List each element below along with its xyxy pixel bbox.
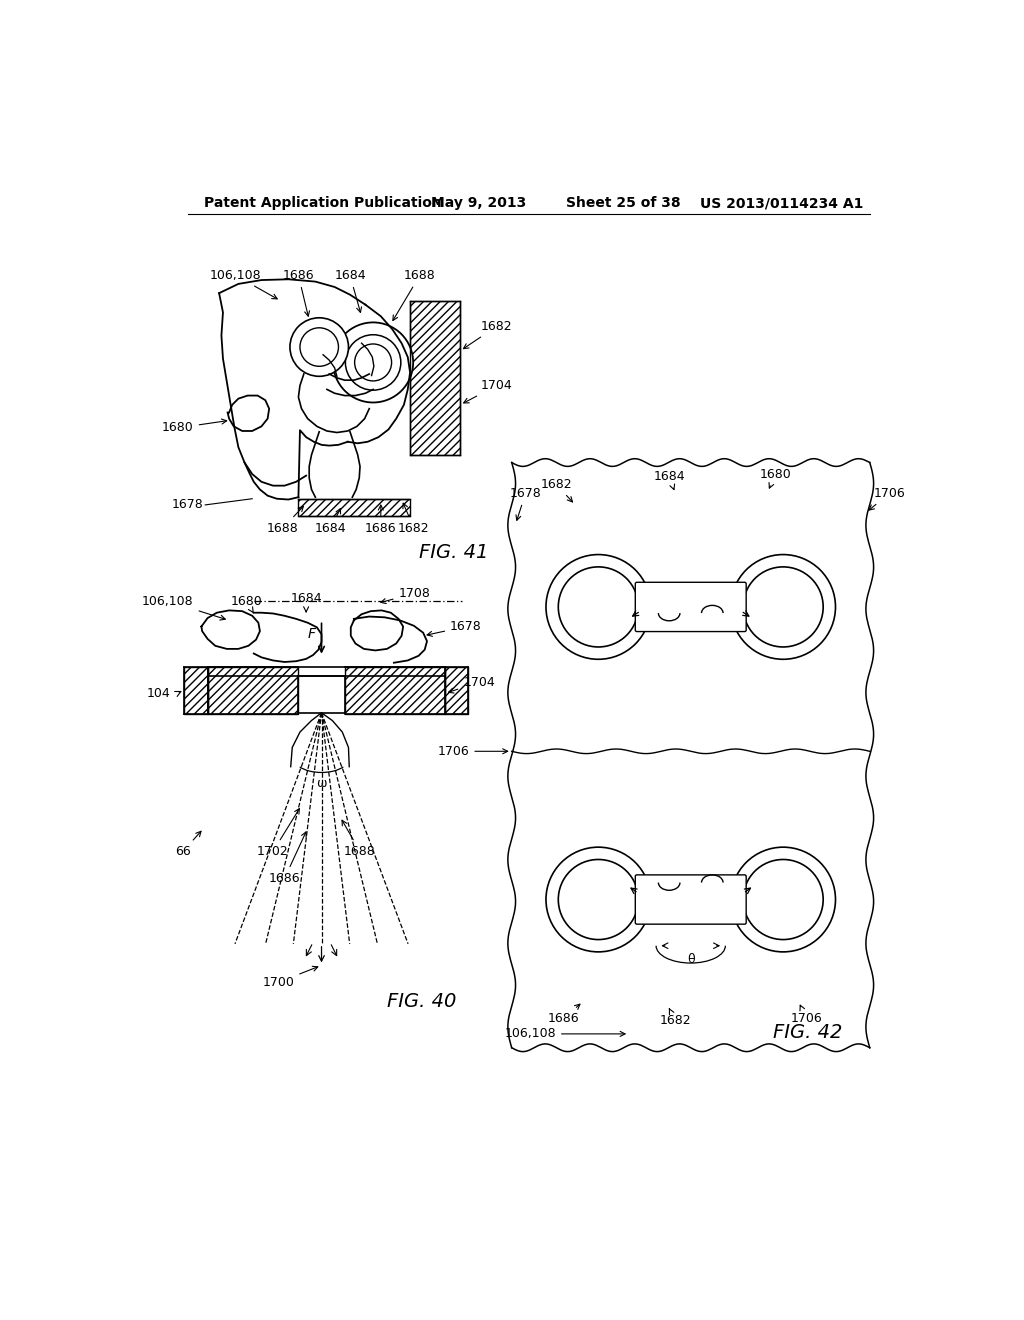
Circle shape xyxy=(731,847,836,952)
Circle shape xyxy=(558,859,638,940)
Text: 1686: 1686 xyxy=(548,1005,580,1026)
Text: 1686: 1686 xyxy=(365,506,396,535)
FancyBboxPatch shape xyxy=(635,582,746,631)
Text: 1686: 1686 xyxy=(268,832,306,884)
Text: 1704: 1704 xyxy=(464,379,513,403)
FancyBboxPatch shape xyxy=(635,875,746,924)
Bar xyxy=(345,667,444,714)
Text: 1682: 1682 xyxy=(659,1008,691,1027)
Circle shape xyxy=(558,566,638,647)
Text: 1680: 1680 xyxy=(230,594,262,612)
Text: 1706: 1706 xyxy=(437,744,508,758)
Circle shape xyxy=(333,322,413,403)
Text: 1678: 1678 xyxy=(172,499,204,511)
Text: 1684: 1684 xyxy=(291,593,322,611)
Text: May 9, 2013: May 9, 2013 xyxy=(431,197,526,210)
Text: 66: 66 xyxy=(175,832,201,858)
Text: 1678: 1678 xyxy=(427,620,482,636)
Text: 1686: 1686 xyxy=(283,269,314,317)
Text: FIG. 42: FIG. 42 xyxy=(773,1023,843,1041)
Text: 1706: 1706 xyxy=(869,487,905,510)
Circle shape xyxy=(743,859,823,940)
Bar xyxy=(444,667,468,714)
Text: θ: θ xyxy=(687,953,694,966)
Bar xyxy=(410,301,460,455)
Circle shape xyxy=(546,847,650,952)
Circle shape xyxy=(290,318,348,376)
Text: 1708: 1708 xyxy=(381,587,430,603)
Bar xyxy=(298,499,410,516)
Text: 106,108: 106,108 xyxy=(505,1027,625,1040)
Text: 1684: 1684 xyxy=(334,269,366,313)
Text: 1680: 1680 xyxy=(162,418,226,434)
Text: 1688: 1688 xyxy=(393,269,435,321)
Text: 1688: 1688 xyxy=(342,820,376,858)
Circle shape xyxy=(546,554,650,659)
Text: 1706: 1706 xyxy=(791,1006,822,1026)
Text: Sheet 25 of 38: Sheet 25 of 38 xyxy=(565,197,680,210)
Text: 1704: 1704 xyxy=(449,676,495,693)
Bar xyxy=(184,667,208,714)
Text: FIG. 40: FIG. 40 xyxy=(387,993,457,1011)
Text: 1684: 1684 xyxy=(315,508,346,535)
Text: 106,108: 106,108 xyxy=(142,594,225,620)
Text: 1682: 1682 xyxy=(398,503,430,535)
Bar xyxy=(208,667,298,714)
Circle shape xyxy=(743,566,823,647)
Circle shape xyxy=(731,554,836,659)
Text: 1680: 1680 xyxy=(760,467,792,488)
Text: 1702: 1702 xyxy=(257,809,299,858)
Text: FIG. 41: FIG. 41 xyxy=(419,543,488,562)
Text: US 2013/0114234 A1: US 2013/0114234 A1 xyxy=(700,197,863,210)
Text: 1682: 1682 xyxy=(541,478,572,502)
Text: 1700: 1700 xyxy=(262,966,317,989)
Text: 1688: 1688 xyxy=(267,507,303,535)
Text: 1678: 1678 xyxy=(510,487,542,520)
Text: 1684: 1684 xyxy=(653,470,685,490)
Text: 104: 104 xyxy=(146,686,171,700)
Text: Patent Application Publication: Patent Application Publication xyxy=(204,197,441,210)
Text: ω: ω xyxy=(316,777,327,791)
Text: 1682: 1682 xyxy=(464,319,513,348)
Text: 106,108: 106,108 xyxy=(210,269,278,298)
Text: F: F xyxy=(307,627,315,642)
